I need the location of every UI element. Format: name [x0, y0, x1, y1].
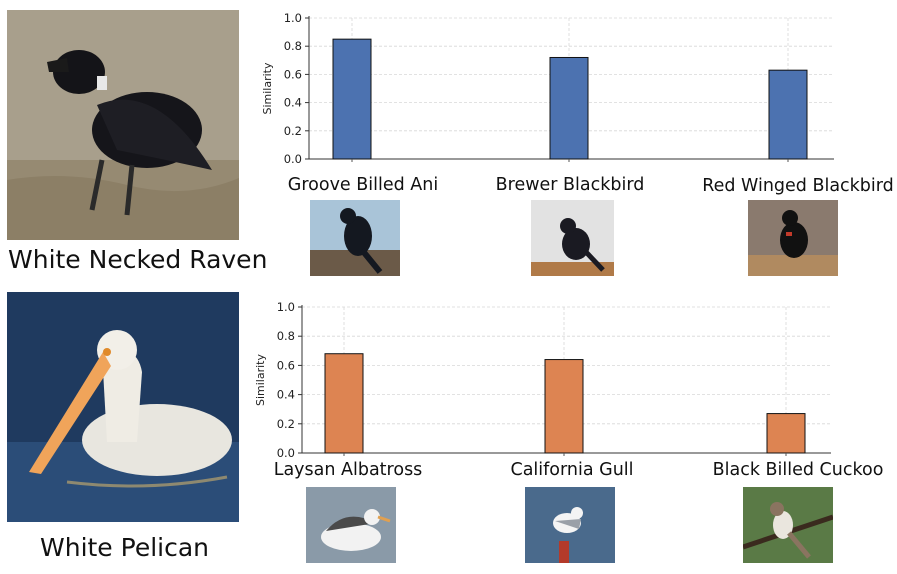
similarity-chart-raven: 0.0 0.2 0.4 0.6 0.8 1.0 Similarity — [261, 11, 834, 166]
y-tick-label: 0.0 — [277, 446, 295, 460]
thumbnail-red-winged-blackbird — [748, 200, 838, 276]
y-axis-label: Similarity — [254, 354, 267, 406]
category-label: Black Billed Cuckoo — [712, 460, 884, 480]
thumbnail-black-billed-cuckoo — [743, 487, 833, 563]
y-tick-label: 0.2 — [277, 417, 295, 431]
bar — [332, 38, 372, 160]
category-label: Laysan Albatross — [273, 460, 423, 480]
query-label: White Pelican — [40, 533, 210, 562]
y-tick-label: 0.4 — [284, 96, 302, 110]
y-tick-label: 0.6 — [277, 358, 295, 372]
bar — [768, 69, 808, 160]
y-tick-label: 0.2 — [284, 124, 302, 138]
y-axis-label: Similarity — [261, 62, 274, 114]
y-tick-label: 1.0 — [284, 11, 302, 25]
y-tick-label: 0.0 — [284, 152, 302, 166]
y-tick-label: 1.0 — [277, 300, 295, 314]
query-image-pelican — [7, 292, 239, 522]
category-label: Brewer Blackbird — [495, 175, 645, 195]
category-label: Red Winged Blackbird — [702, 176, 894, 196]
y-tick-label: 0.8 — [284, 39, 302, 53]
y-tick-label: 0.4 — [277, 388, 295, 402]
thumbnail-groove-billed-ani — [310, 200, 400, 276]
category-label: California Gull — [510, 460, 634, 480]
y-tick-label: 0.8 — [277, 329, 295, 343]
thumbnail-california-gull — [525, 487, 615, 563]
bar — [549, 56, 589, 160]
thumbnail-brewer-blackbird — [531, 200, 614, 276]
similarity-chart-pelican: 0.0 0.2 0.4 0.6 0.8 1.0 Similarity — [254, 300, 831, 460]
bar — [544, 359, 584, 454]
bar — [324, 353, 364, 454]
query-label: White Necked Raven — [8, 245, 268, 274]
category-label: Groove Billed Ani — [287, 175, 439, 195]
query-image-raven — [7, 10, 239, 240]
bar — [766, 413, 806, 454]
y-tick-label: 0.6 — [284, 67, 302, 81]
thumbnail-laysan-albatross — [306, 487, 396, 563]
